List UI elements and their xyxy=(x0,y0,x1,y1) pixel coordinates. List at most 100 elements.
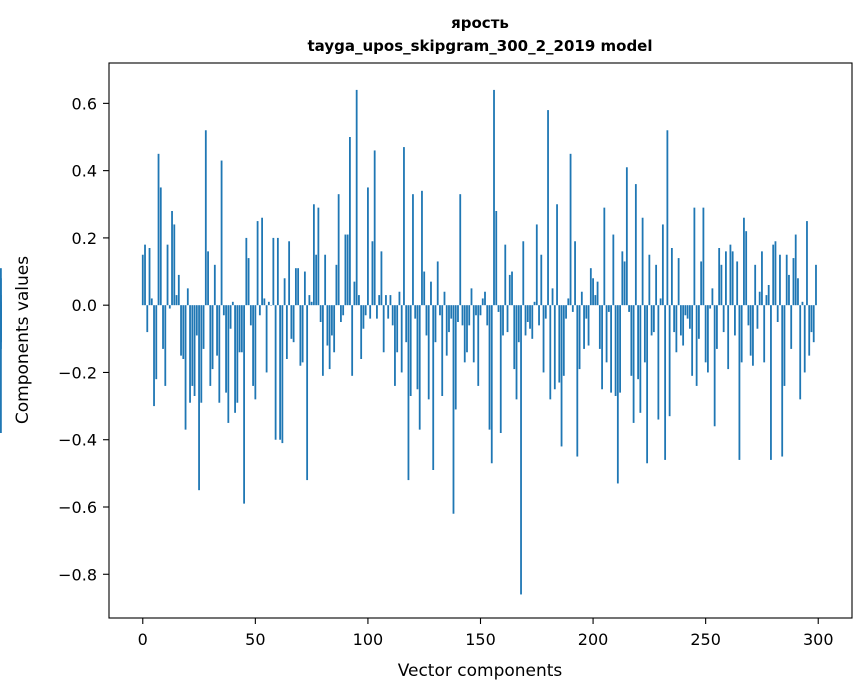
bar xyxy=(481,298,484,306)
bar xyxy=(430,281,432,306)
bar xyxy=(378,295,381,306)
bar xyxy=(571,305,574,312)
bar xyxy=(560,305,563,447)
bar xyxy=(234,305,236,413)
bar xyxy=(587,305,590,346)
bar xyxy=(468,305,471,326)
x-tick-label: 50 xyxy=(245,630,265,649)
bar xyxy=(756,305,759,329)
bar xyxy=(526,305,529,322)
bar xyxy=(542,305,545,373)
bar xyxy=(344,234,347,306)
bar xyxy=(511,271,513,306)
bar xyxy=(189,305,191,403)
bar xyxy=(639,305,642,413)
bar xyxy=(450,305,453,319)
bar xyxy=(783,305,786,386)
y-axis-label: Components values xyxy=(13,256,33,424)
bar xyxy=(195,305,198,336)
bar xyxy=(743,217,745,306)
y-tick-label: 0.2 xyxy=(72,229,97,248)
bar xyxy=(382,305,385,353)
bar xyxy=(675,305,678,353)
bar xyxy=(634,184,637,306)
bar xyxy=(445,305,448,356)
bar xyxy=(439,305,441,316)
bar xyxy=(508,274,511,306)
bar xyxy=(461,305,464,326)
bar xyxy=(238,305,241,353)
bar xyxy=(394,305,396,386)
y-tick-label: 0.4 xyxy=(72,162,97,181)
x-tick-label: 0 xyxy=(138,630,148,649)
bar xyxy=(475,305,477,316)
bar xyxy=(328,305,331,370)
bar xyxy=(565,305,567,319)
y-tick-label: −0.4 xyxy=(58,431,97,450)
x-tick-label: 200 xyxy=(578,630,609,649)
bar xyxy=(524,305,527,336)
bar xyxy=(718,248,721,306)
bar xyxy=(598,305,601,349)
bar xyxy=(369,305,372,319)
bar xyxy=(650,305,653,336)
bar xyxy=(414,305,417,319)
bar xyxy=(502,305,504,336)
bar xyxy=(297,268,300,306)
bar xyxy=(405,305,408,343)
chart-title: ярость xyxy=(451,14,509,32)
bar xyxy=(704,305,707,363)
bar xyxy=(229,305,232,329)
bar xyxy=(623,261,626,306)
bar xyxy=(520,305,522,595)
chart-subtitle: tayga_upos_skipgram_300_2_2019 model xyxy=(308,37,653,55)
bar xyxy=(276,237,279,306)
bar xyxy=(637,305,640,380)
bar xyxy=(767,285,770,306)
bar xyxy=(488,305,491,430)
bar xyxy=(698,305,700,339)
bar xyxy=(725,251,727,306)
bar xyxy=(207,251,209,306)
bars-group xyxy=(0,89,817,595)
bar xyxy=(745,231,748,306)
bar xyxy=(337,194,340,306)
bar xyxy=(700,261,703,306)
bar xyxy=(175,295,178,306)
y-tick-label: −0.6 xyxy=(58,498,97,517)
bar xyxy=(713,305,716,427)
bar xyxy=(490,305,493,464)
bar xyxy=(364,305,367,316)
bar xyxy=(202,305,205,349)
bar xyxy=(661,224,664,306)
bar xyxy=(216,305,218,356)
bar xyxy=(576,305,579,457)
bar xyxy=(436,261,439,306)
bar xyxy=(288,241,291,306)
bar xyxy=(331,305,333,336)
bar xyxy=(562,305,565,376)
bar xyxy=(457,305,459,322)
y-axis: −0.8 −0.6 −0.4 −0.2 0.0 0.2 0.4 0.6 xyxy=(58,94,109,584)
bar xyxy=(0,295,2,306)
bar xyxy=(213,264,216,306)
bar xyxy=(797,278,799,306)
bar xyxy=(423,271,426,306)
bar xyxy=(479,305,482,316)
bar xyxy=(792,258,795,306)
bar xyxy=(0,305,2,433)
bar xyxy=(351,305,354,376)
bar xyxy=(533,301,536,306)
bar xyxy=(747,305,750,326)
bar xyxy=(454,305,457,410)
bar xyxy=(774,241,777,306)
bar xyxy=(668,305,671,417)
bar xyxy=(263,298,266,306)
bar xyxy=(625,167,628,306)
bar xyxy=(603,207,606,306)
bar xyxy=(157,153,160,306)
bar xyxy=(677,258,680,306)
bar xyxy=(702,207,705,306)
bar xyxy=(389,295,392,306)
